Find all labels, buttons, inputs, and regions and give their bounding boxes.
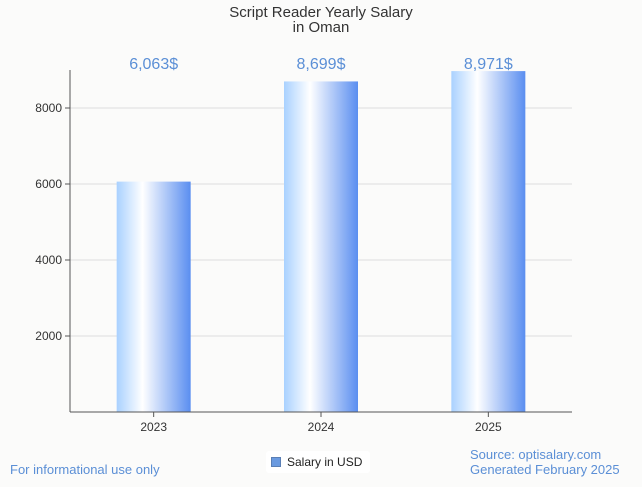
x-tick-label-2025: 2025 (475, 420, 502, 434)
y-tick-label: 6000 (35, 177, 62, 191)
chart-title-line-2: in Oman (293, 19, 350, 36)
y-tick-label: 8000 (35, 101, 62, 115)
data-label-2025: 8,971$ (464, 56, 513, 73)
x-tick-label-2024: 2024 (308, 420, 335, 434)
y-tick-label: 4000 (35, 253, 62, 267)
source-link[interactable]: Source: optisalary.com (470, 447, 602, 462)
y-tick-label: 2000 (35, 329, 62, 343)
disclaimer-note: For informational use only (10, 462, 160, 477)
source-info: Source: optisalary.com Generated Februar… (470, 447, 620, 477)
chart-title-line-1: Script Reader Yearly Salary (229, 4, 413, 21)
legend-swatch-icon (271, 457, 281, 467)
data-label-2024: 8,699$ (297, 56, 346, 73)
bar-2025 (451, 71, 526, 413)
bar-2024 (284, 81, 358, 413)
bar-2023 (116, 181, 191, 412)
data-label-2023: 6,063$ (129, 56, 178, 73)
x-tick-label-2023: 2023 (140, 420, 167, 434)
generated-date: Generated February 2025 (470, 462, 620, 477)
legend[interactable]: Salary in USD (266, 451, 371, 473)
legend-label: Salary in USD (287, 455, 363, 469)
